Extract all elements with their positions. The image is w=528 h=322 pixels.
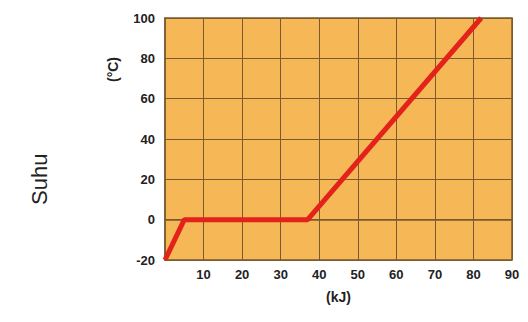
svg-text:40: 40 [141, 132, 155, 147]
svg-text:10: 10 [196, 267, 210, 282]
svg-text:(kJ): (kJ) [326, 289, 351, 305]
svg-text:0: 0 [148, 212, 155, 227]
svg-text:80: 80 [466, 267, 480, 282]
svg-text:60: 60 [141, 91, 155, 106]
svg-text:40: 40 [312, 267, 326, 282]
svg-text:50: 50 [351, 267, 365, 282]
svg-text:60: 60 [389, 267, 403, 282]
svg-text:30: 30 [273, 267, 287, 282]
svg-text:20: 20 [141, 172, 155, 187]
svg-text:-20: -20 [136, 253, 155, 268]
svg-text:20: 20 [235, 267, 249, 282]
svg-text:70: 70 [428, 267, 442, 282]
svg-text:90: 90 [505, 267, 519, 282]
svg-text:80: 80 [141, 51, 155, 66]
svg-text:100: 100 [133, 11, 155, 26]
svg-text:Suhu: Suhu [27, 154, 52, 205]
svg-text:(°C): (°C) [105, 57, 121, 82]
